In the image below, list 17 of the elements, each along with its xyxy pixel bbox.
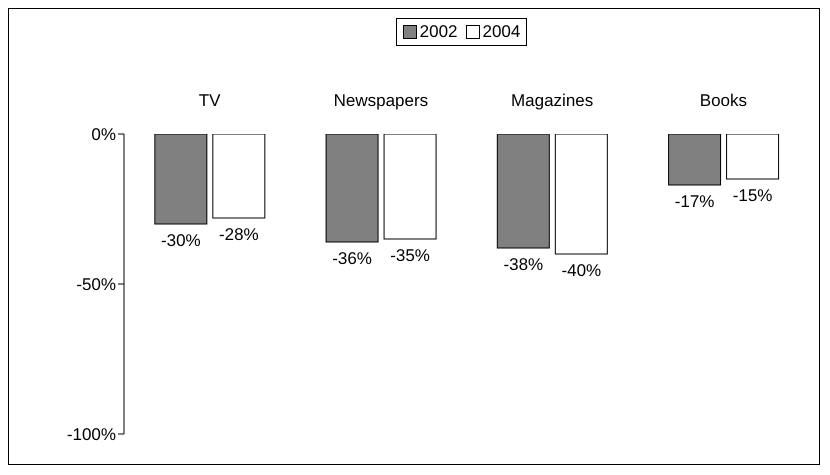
- data-label: -35%: [390, 246, 430, 265]
- y-tick-label: -100%: [66, 425, 116, 444]
- data-label: -15%: [732, 186, 772, 205]
- y-tick-label: -50%: [76, 275, 116, 294]
- data-label: -28%: [218, 225, 259, 244]
- legend-label: 2002: [418, 22, 458, 42]
- x-tick-label: Books: [700, 91, 747, 110]
- x-tick-label: Magazines: [511, 91, 594, 110]
- data-label: -38%: [503, 255, 544, 274]
- data-label: -17%: [674, 192, 714, 211]
- y-tick-label: 0%: [91, 125, 116, 144]
- x-tick-label: Newspapers: [334, 91, 428, 110]
- x-tick-label: TV: [198, 91, 222, 110]
- legend-label: 2004: [482, 22, 520, 42]
- data-label: -40%: [561, 261, 602, 280]
- data-label: -30%: [160, 231, 201, 250]
- data-label: -36%: [332, 249, 372, 268]
